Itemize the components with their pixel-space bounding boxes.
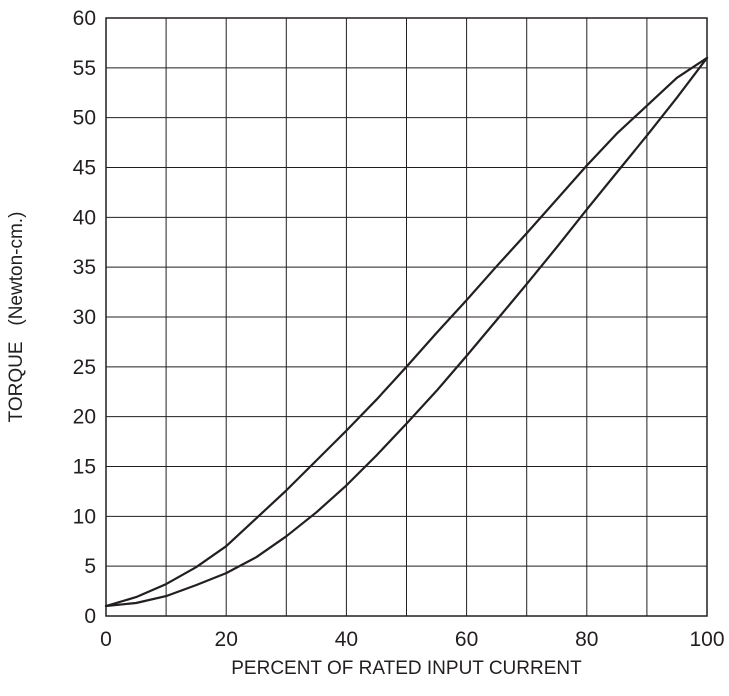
y-tick-label: 45 [73, 157, 96, 180]
x-tick-label: 80 [575, 628, 598, 651]
y-tick-label: 10 [73, 505, 96, 528]
y-tick-label: 35 [73, 256, 96, 279]
y-tick-label: 5 [84, 555, 96, 578]
x-tick-label: 100 [689, 628, 724, 651]
series-line-1 [104, 56, 709, 608]
x-tick-label: 60 [455, 628, 478, 651]
series-layer [104, 56, 709, 608]
y-tick-label: 20 [73, 406, 96, 429]
x-tick-labels: 0 20 40 60 80 100 [100, 628, 724, 651]
y-tick-label: 40 [73, 206, 96, 229]
y-tick-label: 55 [73, 57, 96, 80]
series-line-2 [104, 56, 709, 608]
x-tick-label: 20 [215, 628, 238, 651]
x-tick-label: 40 [335, 628, 358, 651]
y-tick-label: 0 [84, 605, 96, 628]
y-tick-label: 25 [73, 356, 96, 379]
y-tick-label: 15 [73, 456, 96, 479]
plot-area-frame [105, 17, 708, 617]
y-tick-labels: 0 5 10 15 20 25 30 35 40 45 50 55 60 [73, 7, 96, 628]
grid [106, 18, 707, 616]
x-axis-title: PERCENT OF RATED INPUT CURRENT [231, 658, 582, 679]
y-tick-label: 30 [73, 306, 96, 329]
y-tick-label: 50 [73, 107, 96, 130]
y-tick-label: 60 [73, 7, 96, 30]
y-axis-title: TORQUE (Newton-cm.) [6, 212, 27, 423]
x-tick-label: 0 [100, 628, 112, 651]
